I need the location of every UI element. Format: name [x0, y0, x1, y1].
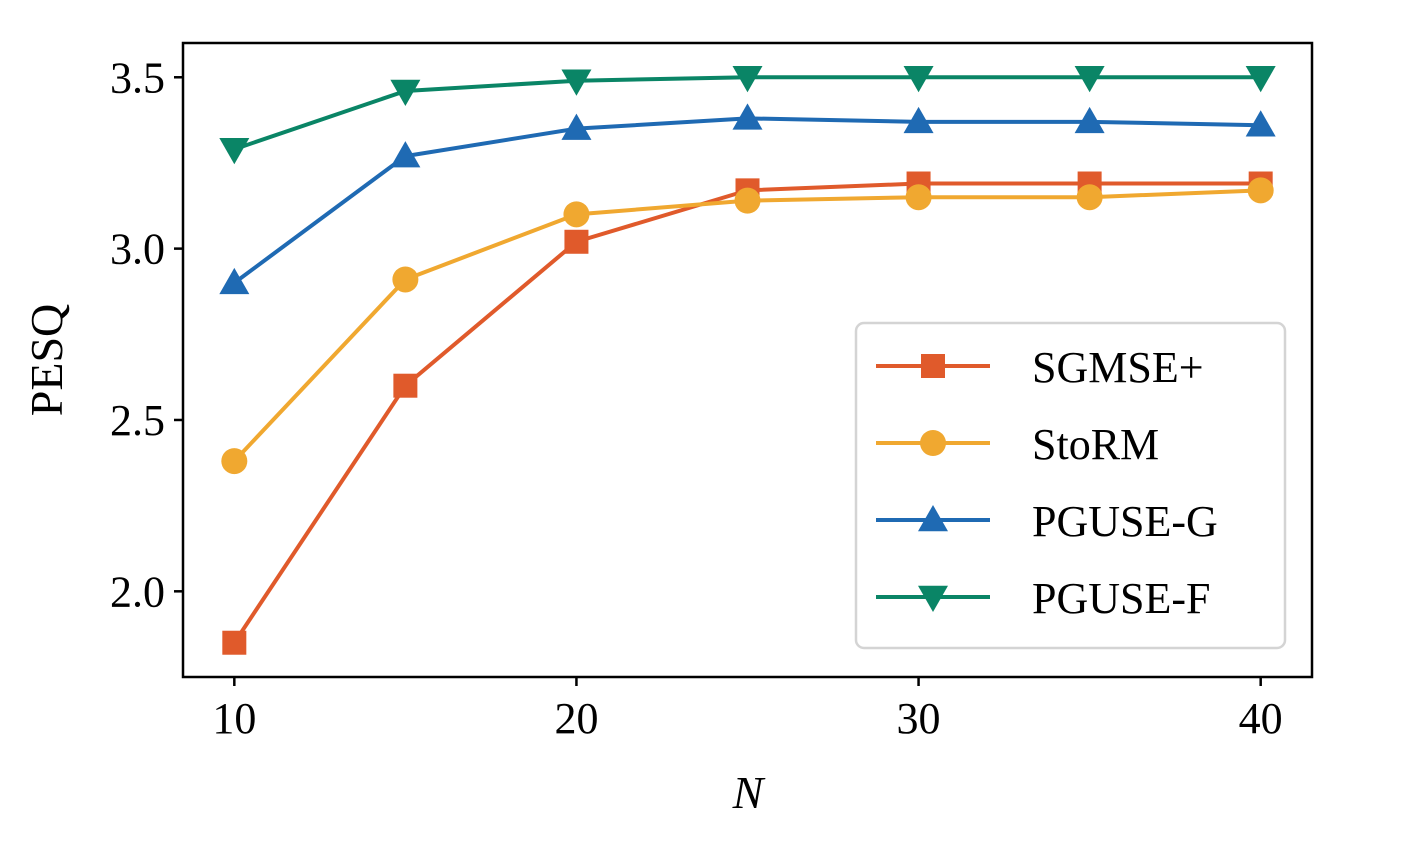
data-point-storm [734, 187, 761, 214]
x-tick-label: 20 [554, 694, 598, 743]
legend-marker-pguse-g [918, 505, 948, 532]
data-point-sgmse [564, 229, 589, 254]
data-point-pguse-g [903, 106, 934, 134]
y-axis-title: PESQ [21, 304, 72, 416]
data-point-pguse-f [1245, 66, 1276, 93]
data-point-pguse-f [1074, 66, 1105, 93]
data-point-pguse-g [219, 267, 250, 295]
legend-item-storm: StoRM [876, 420, 1159, 469]
x-tick-label: 10 [212, 694, 256, 743]
data-point-storm [1076, 184, 1103, 211]
x-axis-title: N [732, 767, 766, 818]
data-point-storm [221, 448, 248, 475]
data-point-storm [392, 266, 419, 293]
legend-marker-storm [920, 430, 946, 456]
legend-marker-sgmse [921, 354, 945, 378]
data-point-pguse-g [561, 113, 592, 140]
legend-label-pguse-g: PGUSE-G [1032, 497, 1218, 546]
legend-label-pguse-f: PGUSE-F [1032, 574, 1211, 623]
data-point-storm [563, 201, 590, 228]
data-point-pguse-f [732, 66, 763, 93]
legend-marker-pguse-f [918, 585, 948, 612]
legend-item-sgmse: SGMSE+ [876, 343, 1204, 392]
series-pguse-g [219, 103, 1276, 295]
series-layer [219, 66, 1276, 655]
legend-label-sgmse: SGMSE+ [1032, 343, 1204, 392]
legend-item-pguse-g: PGUSE-G [876, 497, 1218, 546]
legend-item-pguse-f: PGUSE-F [876, 574, 1211, 623]
y-axis: 2.0 2.5 3.0 3.5 [110, 53, 183, 616]
data-point-pguse-f [903, 66, 934, 93]
data-point-pguse-g [390, 141, 421, 168]
data-point-pguse-f [219, 137, 250, 165]
plot-frame [181, 41, 1314, 679]
legend: SGMSE+ StoRM PGUSE-G PGUSE-F [854, 321, 1287, 650]
y-tick-label: 2.5 [110, 396, 165, 445]
data-point-sgmse [222, 630, 247, 655]
plot-area [181, 41, 1314, 679]
data-point-pguse-g [732, 103, 763, 130]
data-point-pguse-g [1245, 110, 1276, 137]
y-tick-label: 3.5 [110, 53, 165, 102]
data-point-storm [905, 184, 932, 211]
series-storm [221, 177, 1274, 475]
y-tick-label: 2.0 [110, 567, 165, 616]
x-tick-label: 40 [1239, 694, 1283, 743]
x-axis: 10 20 30 40 [212, 677, 1283, 743]
data-point-pguse-f [390, 79, 421, 106]
y-tick-label: 3.0 [110, 225, 165, 274]
data-point-pguse-f [561, 69, 592, 96]
legend-label-storm: StoRM [1032, 420, 1159, 469]
series-pguse-f [219, 66, 1276, 165]
x-tick-label: 30 [897, 694, 941, 743]
data-point-pguse-g [1074, 106, 1105, 134]
legend-box [854, 321, 1287, 650]
data-point-sgmse [393, 373, 418, 398]
data-point-storm [1247, 177, 1274, 204]
